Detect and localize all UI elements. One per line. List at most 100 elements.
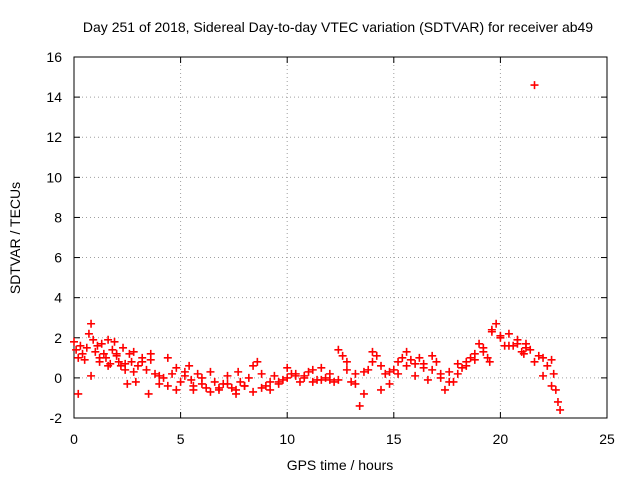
data-point xyxy=(389,365,398,374)
data-point xyxy=(534,351,543,360)
data-point xyxy=(530,357,539,366)
data-point xyxy=(381,369,390,378)
data-point xyxy=(270,371,279,380)
data-point xyxy=(368,357,377,366)
data-point xyxy=(70,337,78,346)
data-point xyxy=(74,353,83,362)
data-point xyxy=(116,361,125,370)
data-point xyxy=(359,389,368,398)
data-point xyxy=(487,325,496,334)
data-point xyxy=(411,371,420,380)
plot-frame xyxy=(73,56,608,419)
x-tick-label: 10 xyxy=(279,431,295,447)
data-point xyxy=(187,375,196,384)
data-point xyxy=(475,339,484,348)
data-point xyxy=(513,339,522,348)
x-axis-label: GPS time / hours xyxy=(287,457,394,473)
data-point xyxy=(553,397,562,406)
grid-lines xyxy=(74,57,607,418)
data-point xyxy=(551,385,560,394)
data-point xyxy=(93,341,102,350)
y-tick-label: -2 xyxy=(50,410,63,426)
data-point xyxy=(372,351,381,360)
data-point xyxy=(334,375,343,384)
data-point xyxy=(325,369,334,378)
data-point xyxy=(197,373,206,382)
data-point xyxy=(210,377,219,386)
data-point xyxy=(249,361,258,370)
data-point xyxy=(97,339,106,348)
data-point xyxy=(240,381,249,390)
data-point xyxy=(445,377,454,386)
data-point xyxy=(485,357,494,366)
data-point xyxy=(129,367,138,376)
data-point xyxy=(76,341,85,350)
data-point xyxy=(377,361,386,370)
data-point xyxy=(402,361,411,370)
data-point xyxy=(470,355,479,364)
data-point xyxy=(261,381,270,390)
y-tick-label: 2 xyxy=(54,330,62,346)
data-point xyxy=(91,347,100,356)
x-tick-label: 15 xyxy=(386,431,402,447)
data-point xyxy=(428,351,437,360)
data-point xyxy=(159,373,168,382)
data-point xyxy=(125,349,134,358)
y-tick-label: 16 xyxy=(46,49,62,65)
data-point xyxy=(274,377,283,386)
data-point xyxy=(556,405,565,414)
data-point xyxy=(377,385,386,394)
data-point xyxy=(351,379,360,388)
data-point xyxy=(330,377,339,386)
data-point xyxy=(72,345,81,354)
x-tick-label: 5 xyxy=(177,431,185,447)
data-points xyxy=(70,81,565,414)
data-point xyxy=(206,387,215,396)
data-point xyxy=(504,341,513,350)
data-point xyxy=(223,379,232,388)
data-point xyxy=(308,377,317,386)
data-point xyxy=(539,371,548,380)
data-point xyxy=(163,381,172,390)
data-point xyxy=(547,355,556,364)
data-point xyxy=(95,353,104,362)
data-point xyxy=(355,401,364,410)
data-point xyxy=(317,363,326,372)
data-point xyxy=(176,377,185,386)
data-point xyxy=(492,319,501,328)
x-tick-label: 20 xyxy=(493,431,509,447)
data-point xyxy=(129,347,138,356)
data-point xyxy=(394,357,403,366)
data-point xyxy=(368,347,377,356)
chart-title: Day 251 of 2018, Sidereal Day-to-day VTE… xyxy=(83,19,593,35)
data-point xyxy=(193,369,202,378)
data-point xyxy=(338,351,347,360)
data-point xyxy=(445,367,454,376)
data-point xyxy=(155,371,164,380)
data-point xyxy=(168,369,177,378)
data-point xyxy=(146,355,155,364)
data-point xyxy=(436,369,445,378)
data-point xyxy=(244,373,253,382)
data-point xyxy=(526,345,535,354)
data-point xyxy=(131,377,140,386)
data-point xyxy=(283,363,292,372)
data-point xyxy=(151,369,160,378)
data-point xyxy=(89,335,98,344)
data-point xyxy=(172,385,181,394)
data-point xyxy=(402,347,411,356)
x-tick-label: 25 xyxy=(599,431,615,447)
data-point xyxy=(253,357,262,366)
data-point xyxy=(458,363,467,372)
data-point xyxy=(112,351,121,360)
data-point xyxy=(283,373,292,382)
data-point xyxy=(347,377,356,386)
data-point xyxy=(144,389,153,398)
data-point xyxy=(78,349,87,358)
data-point xyxy=(496,333,505,342)
y-tick-label: 0 xyxy=(54,370,62,386)
data-point xyxy=(227,383,236,392)
data-point xyxy=(114,357,123,366)
data-point xyxy=(394,369,403,378)
data-point xyxy=(121,359,130,368)
